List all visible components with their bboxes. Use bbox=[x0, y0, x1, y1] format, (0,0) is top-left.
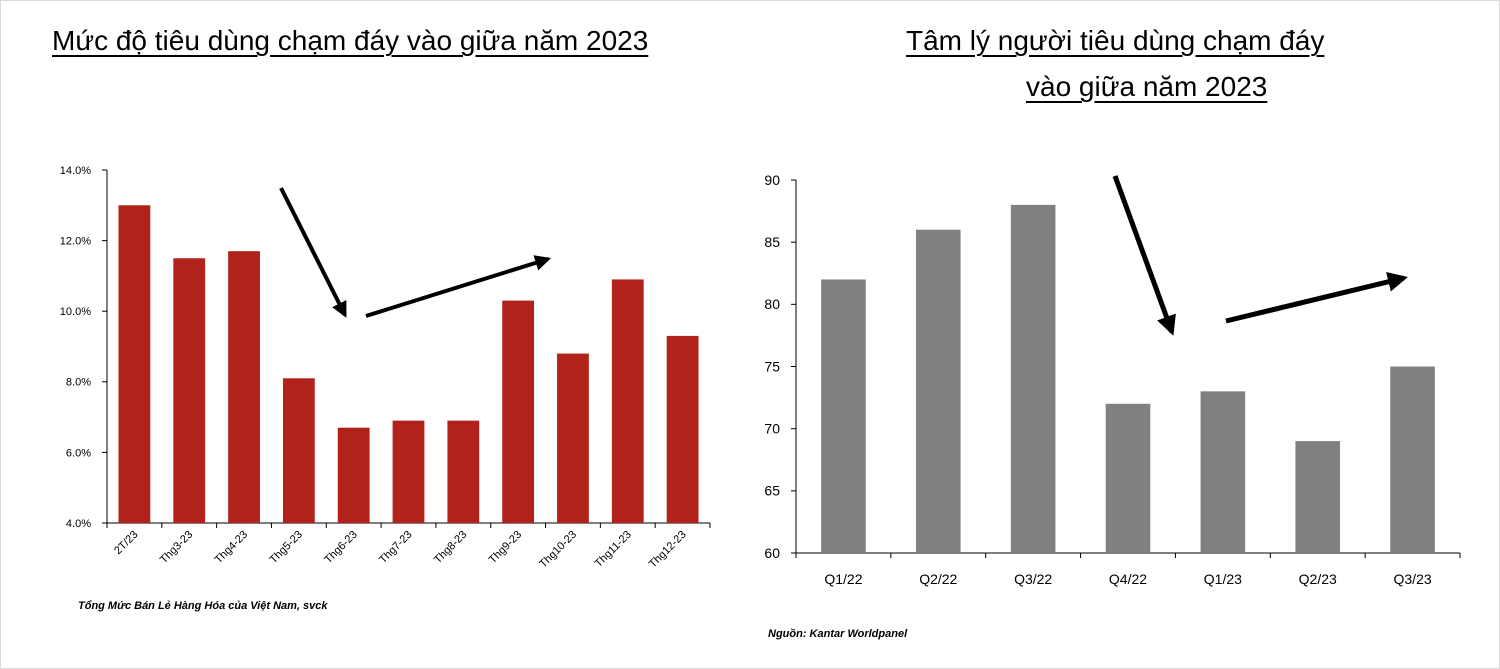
retail-sales-chart: 4.0% 6.0% 8.0% 10.0% 12.0% 14.0% 2T/23 Thg3-23 T… bbox=[60, 165, 711, 571]
left-arrow-down bbox=[279, 187, 347, 318]
x-tick-label: Thg11-23 bbox=[593, 529, 634, 570]
x-tick-label: Thg5-23 bbox=[268, 529, 305, 566]
bar bbox=[611, 279, 644, 523]
y-tick-label: 6.0% bbox=[66, 447, 91, 459]
bar bbox=[666, 335, 699, 523]
bar bbox=[1010, 204, 1056, 553]
bar bbox=[447, 420, 480, 523]
consumer-sentiment-chart: 60 65 70 75 80 85 90 Q1/22 Q2/22 Q3/22 Q4/22 Q1/23 Q… bbox=[764, 172, 1461, 587]
y-tick-label: 12.0% bbox=[60, 235, 91, 247]
x-tick-label: Thg7-23 bbox=[377, 529, 414, 566]
bar bbox=[502, 300, 535, 523]
x-tick-label: Q2/22 bbox=[919, 571, 957, 587]
x-tick-label: Thg3-23 bbox=[158, 529, 195, 566]
right-chart-title-line2: vào giữa năm 2023 bbox=[1026, 71, 1268, 102]
bar bbox=[282, 378, 315, 523]
right-source-note: Nguồn: Kantar Worldpanel bbox=[768, 628, 908, 640]
right-arrow-up bbox=[1225, 272, 1408, 324]
bar bbox=[1105, 403, 1151, 553]
left-chart-title: Mức độ tiêu dùng chạm đáy vào giữa năm 2… bbox=[52, 25, 649, 56]
bar bbox=[1390, 366, 1435, 553]
bar bbox=[228, 251, 260, 523]
y-tick-label: 90 bbox=[764, 172, 780, 188]
y-tick-label: 14.0% bbox=[60, 165, 91, 177]
x-tick-label: Thg10-23 bbox=[537, 529, 579, 571]
bar bbox=[821, 279, 866, 553]
y-tick-label: 10.0% bbox=[60, 306, 91, 318]
x-tick-label: Q3/23 bbox=[1394, 571, 1432, 587]
y-tick-label: 85 bbox=[764, 234, 780, 250]
left-arrow-up bbox=[365, 255, 552, 318]
x-tick-label: Q2/23 bbox=[1299, 571, 1337, 587]
left-source-note: Tổng Mức Bán Lẻ Hàng Hóa của Việt Nam, s… bbox=[78, 600, 328, 612]
bar bbox=[557, 353, 589, 523]
right-arrow-down bbox=[1112, 175, 1176, 336]
x-tick-label: Q1/23 bbox=[1204, 571, 1242, 587]
x-tick-label: Thg9-23 bbox=[487, 529, 524, 566]
x-tick-label: Q1/22 bbox=[824, 571, 862, 587]
x-tick-label: Thg8-23 bbox=[432, 529, 469, 566]
y-tick-label: 80 bbox=[764, 296, 780, 312]
y-tick-label: 8.0% bbox=[66, 377, 91, 389]
bar bbox=[118, 205, 151, 524]
x-tick-label: Thg6-23 bbox=[322, 529, 359, 566]
bar bbox=[1295, 441, 1341, 553]
x-tick-label: Thg4-23 bbox=[213, 529, 250, 566]
bar bbox=[173, 258, 206, 523]
bar bbox=[1200, 391, 1246, 553]
x-tick-label: Q3/22 bbox=[1014, 571, 1052, 587]
y-tick-label: 70 bbox=[764, 421, 780, 437]
bar bbox=[915, 229, 961, 553]
right-chart-title-line1: Tâm lý người tiêu dùng chạm đáy bbox=[906, 25, 1325, 56]
y-tick-label: 75 bbox=[764, 358, 780, 374]
x-tick-label: Thg12-23 bbox=[647, 529, 689, 571]
bar bbox=[337, 427, 370, 523]
y-tick-label: 4.0% bbox=[66, 518, 91, 530]
y-tick-label: 65 bbox=[764, 483, 780, 499]
y-tick-label: 60 bbox=[764, 545, 780, 561]
x-tick-label: 2T/23 bbox=[112, 529, 140, 557]
bar bbox=[392, 420, 425, 523]
x-tick-label: Q4/22 bbox=[1109, 571, 1147, 587]
